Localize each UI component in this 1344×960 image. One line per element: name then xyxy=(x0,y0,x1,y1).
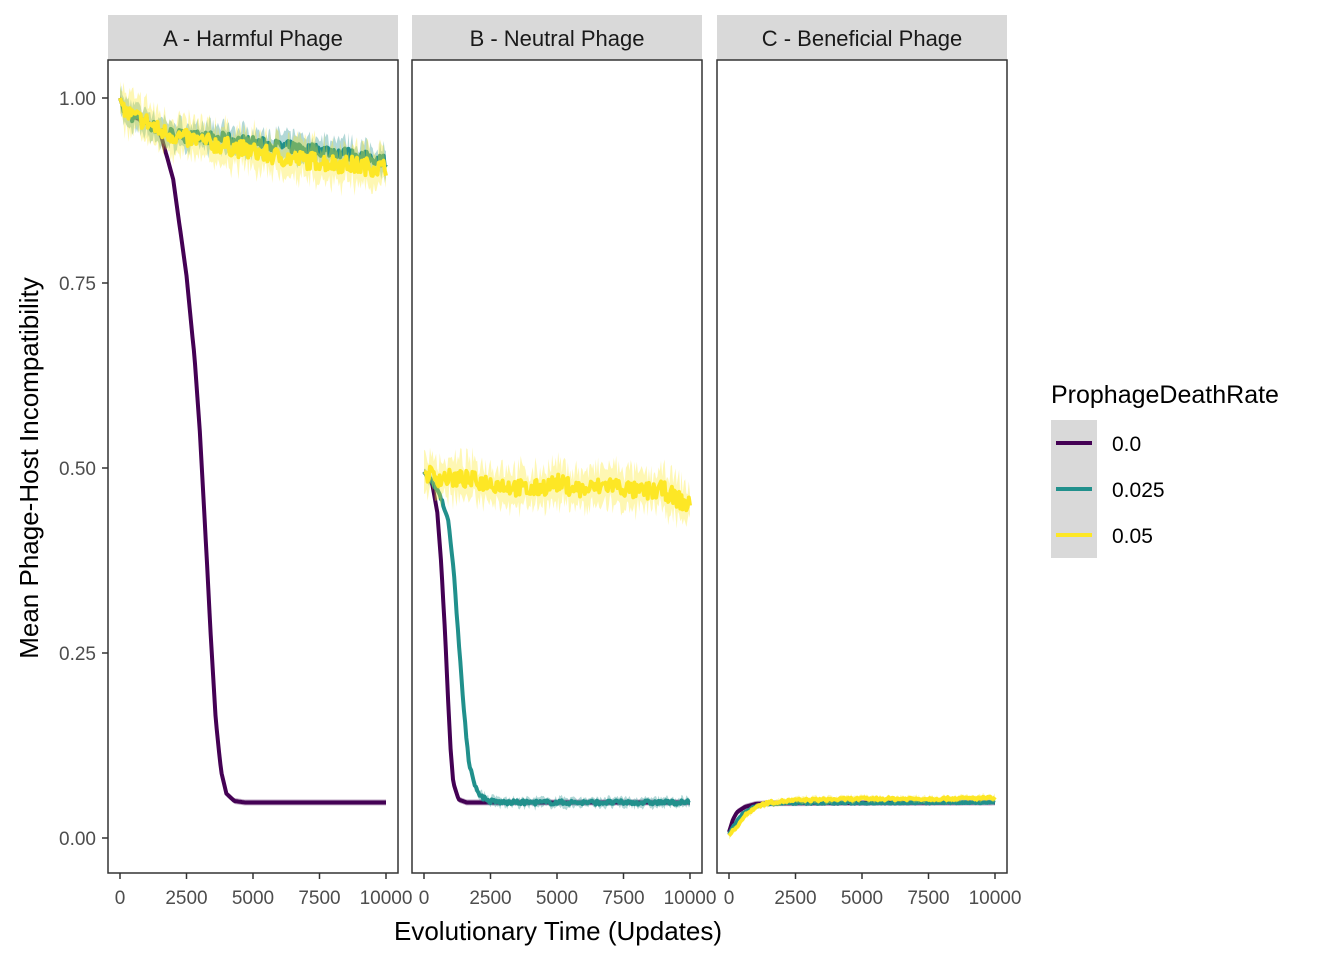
facet-strip xyxy=(412,15,702,60)
facet-strip xyxy=(717,15,1007,60)
x-tick-label: 10000 xyxy=(360,888,413,909)
x-tick-label: 10000 xyxy=(664,888,717,909)
facet-strip-label: C - Beneficial Phage xyxy=(762,26,963,51)
series-line-0.05 xyxy=(727,794,997,838)
panel-background xyxy=(108,60,398,873)
facet-strip-label: A - Harmful Phage xyxy=(163,26,343,51)
x-tick-label: 0 xyxy=(724,888,735,909)
legend: ProphageDeathRate 0.0 0.025 0.05 xyxy=(1051,381,1279,558)
x-tick-label: 10000 xyxy=(969,888,1022,909)
series-line-0.05 xyxy=(118,97,388,178)
panel-background xyxy=(412,60,702,873)
panel-background xyxy=(717,60,1007,873)
x-tick-label: 7500 xyxy=(602,888,644,909)
legend-title: ProphageDeathRate xyxy=(1051,381,1279,409)
x-tick-label: 5000 xyxy=(841,888,883,909)
facet-strip xyxy=(108,15,398,60)
legend-label: 0.025 xyxy=(1112,479,1165,502)
series-line-0.05 xyxy=(423,464,692,513)
y-tick-label: 0.25 xyxy=(59,644,96,665)
facet-strip-label: B - Neutral Phage xyxy=(470,26,645,51)
panel-3: C - Beneficial Phage 0 2500 5000 7500 10000 xyxy=(716,15,1022,909)
x-tick-label: 7500 xyxy=(298,888,340,909)
x-tick-label: 2500 xyxy=(165,888,207,909)
y-tick-label: 0.00 xyxy=(59,829,96,850)
legend-label: 0.0 xyxy=(1112,433,1141,456)
series-line-0.0 xyxy=(118,97,387,805)
x-tick-label: 7500 xyxy=(907,888,949,909)
series-ribbon-0.025 xyxy=(120,85,386,183)
y-tick-label: 0.50 xyxy=(59,459,96,480)
series-line-0.025 xyxy=(422,470,691,807)
x-tick-label: 2500 xyxy=(469,888,511,909)
panel-2: B - Neutral Phage 0 2500 5000 7500 10000 xyxy=(411,15,717,909)
x-tick-label: 0 xyxy=(115,888,126,909)
x-tick-label: 5000 xyxy=(536,888,578,909)
y-tick-label: 1.00 xyxy=(59,89,96,110)
x-tick-label: 0 xyxy=(419,888,430,909)
y-axis-title: Mean Phage-Host Incompatibility xyxy=(14,277,44,659)
x-tick-label: 5000 xyxy=(232,888,274,909)
x-tick-label: 2500 xyxy=(774,888,816,909)
panel-1: A - Harmful Phage 0 2500 5000 7500 10000 0.00 0… xyxy=(59,15,412,909)
x-axis-title: Evolutionary Time (Updates) xyxy=(394,916,722,946)
legend-label: 0.05 xyxy=(1112,525,1153,548)
panels: A - Harmful Phage 0 2500 5000 7500 10000 0.00 0… xyxy=(59,15,1021,909)
y-tick-label: 0.75 xyxy=(59,274,96,295)
